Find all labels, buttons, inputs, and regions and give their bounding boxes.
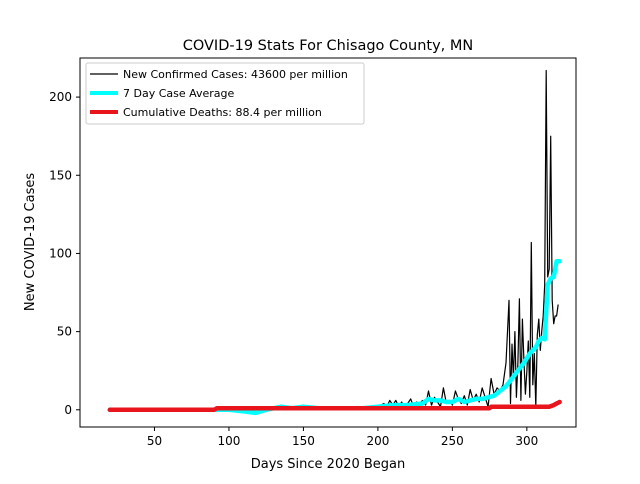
y-tick-label: 0 (64, 403, 72, 417)
y-tick-label: 100 (49, 246, 72, 260)
series-layer (107, 69, 562, 416)
y-axis: 0 50 100 150 200 (49, 90, 80, 417)
x-tick-label: 300 (515, 434, 538, 448)
legend-label-7-day-average: 7 Day Case Average (123, 87, 235, 100)
x-tick-label: 250 (441, 434, 464, 448)
x-tick-label: 100 (217, 434, 240, 448)
x-tick-label: 150 (292, 434, 315, 448)
y-tick-label: 50 (57, 325, 72, 339)
chart-title: COVID-19 Stats For Chisago County, MN (183, 38, 474, 54)
plot-frame (79, 57, 577, 428)
legend-box (85, 62, 365, 125)
y-tick-label: 200 (49, 90, 72, 104)
x-tick-label: 200 (366, 434, 389, 448)
y-tick-label: 150 (49, 168, 72, 182)
series-cumulative-deaths-line (107, 399, 562, 413)
legend: New Confirmed Cases: 43600 per million 7… (85, 62, 365, 125)
x-axis-label: Days Since 2020 Began (251, 457, 406, 472)
series-7-day-average-line (107, 259, 562, 416)
legend-label-new-cases: New Confirmed Cases: 43600 per million (123, 68, 348, 81)
x-axis: 50 100 150 200 250 300 (147, 427, 538, 448)
y-axis-label: New COVID-19 Cases (23, 173, 38, 311)
x-tick-label: 50 (147, 434, 162, 448)
legend-label-cumulative-deaths: Cumulative Deaths: 88.4 per million (123, 106, 322, 119)
